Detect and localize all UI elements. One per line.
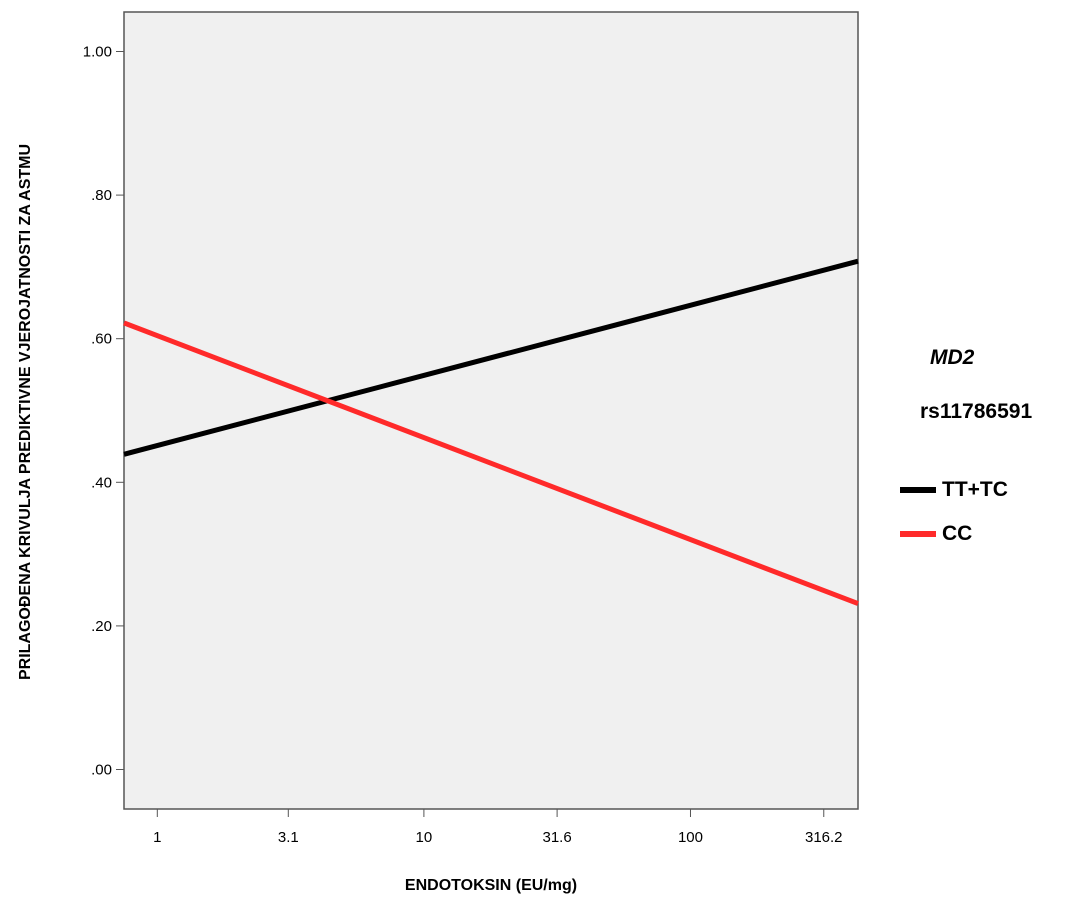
series-line-tt-tc — [123, 258, 859, 457]
legend-item-cc: CC — [900, 522, 972, 546]
plot-area — [123, 11, 859, 810]
x-tick-label: 1 — [153, 829, 161, 846]
y-tick-label: .60 — [91, 331, 112, 348]
x-tick-label: 316.2 — [805, 829, 843, 846]
legend-swatch-cc — [900, 531, 936, 537]
legend-swatch-tt-tc — [900, 487, 936, 493]
y-tick-label: .00 — [91, 762, 112, 779]
legend-label-tt-tc: TT+TC — [942, 478, 1008, 501]
y-tick-label: .20 — [91, 618, 112, 635]
series-line-cc — [123, 320, 859, 606]
y-axis-ticks: .00 .20 .40 .60 .80 1.00 — [83, 43, 124, 779]
y-tick-label: .80 — [91, 187, 112, 204]
y-tick-label: 1.00 — [83, 43, 112, 60]
legend-item-tt-tc: TT+TC — [900, 478, 1008, 502]
legend-title-gene: MD2 — [930, 346, 975, 369]
series-lines — [123, 258, 859, 606]
x-tick-label: 10 — [416, 829, 433, 846]
legend-label-cc: CC — [942, 522, 973, 545]
x-axis-title: ENDOTOKSIN (EU/mg) — [405, 877, 577, 894]
x-axis-ticks: 1 3.1 10 31.6 100 316.2 — [153, 809, 843, 846]
x-tick-label: 100 — [678, 829, 703, 846]
x-tick-label: 31.6 — [543, 829, 572, 846]
y-tick-label: .40 — [91, 474, 112, 491]
x-tick-label: 3.1 — [278, 829, 299, 846]
legend-title-snp: rs11786591 — [920, 400, 1033, 423]
y-axis-title: PRILAGOĐENA KRIVULJA PREDIKTIVNE VJEROJA… — [17, 144, 34, 680]
